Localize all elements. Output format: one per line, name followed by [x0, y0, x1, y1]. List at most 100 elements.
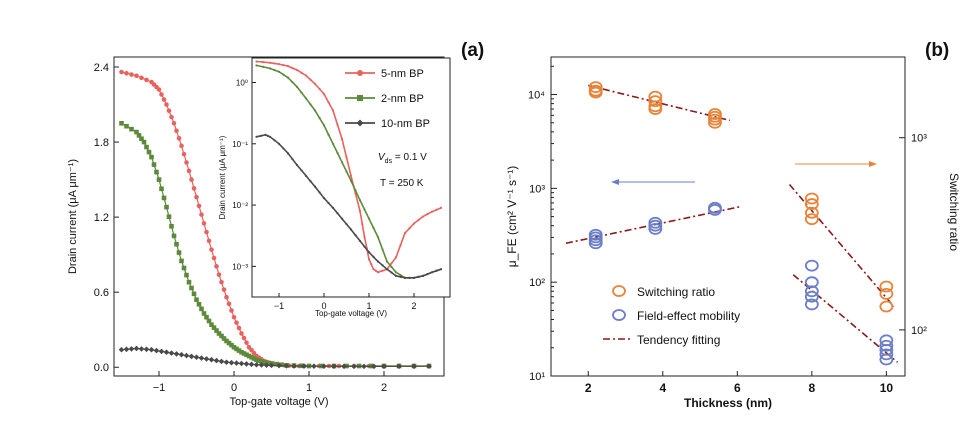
inset-x-axis-label: Top-gate voltage (V) — [315, 309, 387, 318]
a-data-point — [254, 357, 259, 363]
a-data-point — [168, 350, 175, 356]
tendency-fit-line — [788, 183, 895, 308]
inset-y-tick-label: 10⁻¹ — [232, 140, 248, 149]
a-data-point — [133, 345, 140, 352]
b-y-axis-label: μ_FE (cm² V⁻¹ s⁻¹) — [505, 166, 519, 268]
a-data-point — [119, 121, 124, 126]
a-data-point — [228, 359, 235, 366]
a-data-point — [194, 194, 199, 200]
a-data-point — [411, 363, 417, 370]
a-data-point — [164, 204, 169, 210]
a-data-point — [129, 126, 134, 132]
a-data-point — [263, 362, 270, 368]
a-data-point — [181, 151, 187, 157]
inset-data-point — [336, 212, 339, 215]
a-data-point — [234, 320, 239, 325]
b-data-point-Switching ratio — [804, 206, 819, 219]
b-data-point-Field-effect mobility — [588, 234, 603, 247]
a-data-point — [139, 136, 144, 142]
b-data-point-Field-effect mobility — [804, 276, 819, 289]
inset-data-point — [363, 245, 366, 248]
b-data-point-Switching ratio — [588, 86, 603, 99]
a-data-point — [171, 121, 177, 126]
inset-data-point — [370, 263, 373, 266]
a-data-point — [141, 139, 147, 145]
a-data-point — [239, 349, 244, 355]
b-data-point-Field-effect mobility — [648, 222, 663, 235]
a-data-point — [321, 363, 327, 370]
inset-data-point — [403, 276, 407, 279]
inset-data-point — [277, 70, 281, 73]
a-data-point — [261, 359, 267, 365]
a-data-point — [194, 297, 199, 302]
a-data-point — [426, 363, 432, 370]
inset-data-point — [255, 64, 258, 67]
b-y-right-tick-label: 10² — [911, 325, 927, 337]
a-y-tick-label: 1.2 — [94, 212, 109, 224]
inset-data-point — [399, 275, 402, 278]
a-data-point — [188, 353, 195, 360]
a-data-point — [214, 264, 219, 269]
a-data-point — [236, 348, 242, 353]
a-data-point — [244, 340, 249, 345]
b-data-point-Switching ratio — [708, 116, 722, 129]
b-data-point-Field-effect mobility — [648, 219, 663, 232]
inset-data-point — [282, 73, 285, 76]
a-data-point — [351, 363, 357, 370]
a-data-point — [118, 346, 125, 353]
inset-data-point — [309, 103, 312, 106]
inset-data-point — [408, 276, 411, 279]
b-data-point-Field-effect mobility — [879, 339, 894, 352]
inset-data-point — [300, 71, 303, 74]
inset-data-point — [262, 61, 265, 64]
a-data-point — [143, 346, 150, 353]
inset-data-point — [363, 236, 366, 239]
a-data-point — [209, 247, 214, 252]
a-data-point — [224, 294, 229, 300]
legend-label-2-nm BP: 2-nm BP — [381, 93, 424, 105]
a-data-point — [266, 360, 272, 366]
inset-data-point — [273, 139, 276, 142]
inset-data-point — [327, 201, 330, 205]
a-data-point — [199, 212, 204, 217]
inset-data-point — [304, 174, 308, 177]
a-data-point — [218, 358, 225, 365]
b-y-tick-label: 10⁴ — [528, 90, 545, 102]
inset-data-point — [318, 191, 321, 194]
b-data-point-Field-effect mobility — [879, 348, 894, 361]
a-data-point — [186, 168, 192, 174]
inset-data-point — [358, 199, 362, 202]
a-data-point — [234, 346, 239, 352]
b-y-tick-label: 10² — [529, 277, 545, 289]
b-data-point-Field-effect mobility — [708, 203, 722, 216]
a-data-point — [243, 361, 250, 367]
inset-data-point — [286, 76, 290, 79]
inset-data-point — [367, 258, 371, 261]
inset-data-point — [291, 158, 294, 161]
a-data-point — [184, 160, 189, 165]
a-data-point — [128, 346, 135, 352]
b-data-point-Field-effect mobility — [804, 285, 819, 298]
a-data-point — [189, 177, 194, 182]
inset-data-point — [408, 227, 411, 230]
inset-data-point — [430, 271, 434, 274]
a-data-point — [244, 352, 249, 358]
a-data-point — [331, 363, 337, 370]
inset-y-axis-label: Drain current (μA μm⁻¹) — [218, 135, 227, 219]
inset-data-point — [376, 236, 380, 239]
a-data-point — [209, 322, 214, 328]
a-data-point — [176, 136, 182, 141]
inset-data-point — [259, 134, 263, 137]
inset-data-point — [331, 142, 335, 145]
b-data-point-Switching ratio — [879, 300, 894, 313]
a-data-point — [204, 229, 209, 235]
inset-data-point — [354, 234, 357, 237]
legend-label-switching-ratio: Switching ratio — [637, 285, 715, 299]
b-data-point-Field-effect mobility — [804, 259, 819, 272]
inset-data-point — [336, 123, 339, 126]
inset-data-point — [340, 161, 344, 164]
a-data-point — [196, 301, 202, 307]
a-data-point — [186, 279, 192, 285]
inset-data-point — [322, 92, 326, 96]
